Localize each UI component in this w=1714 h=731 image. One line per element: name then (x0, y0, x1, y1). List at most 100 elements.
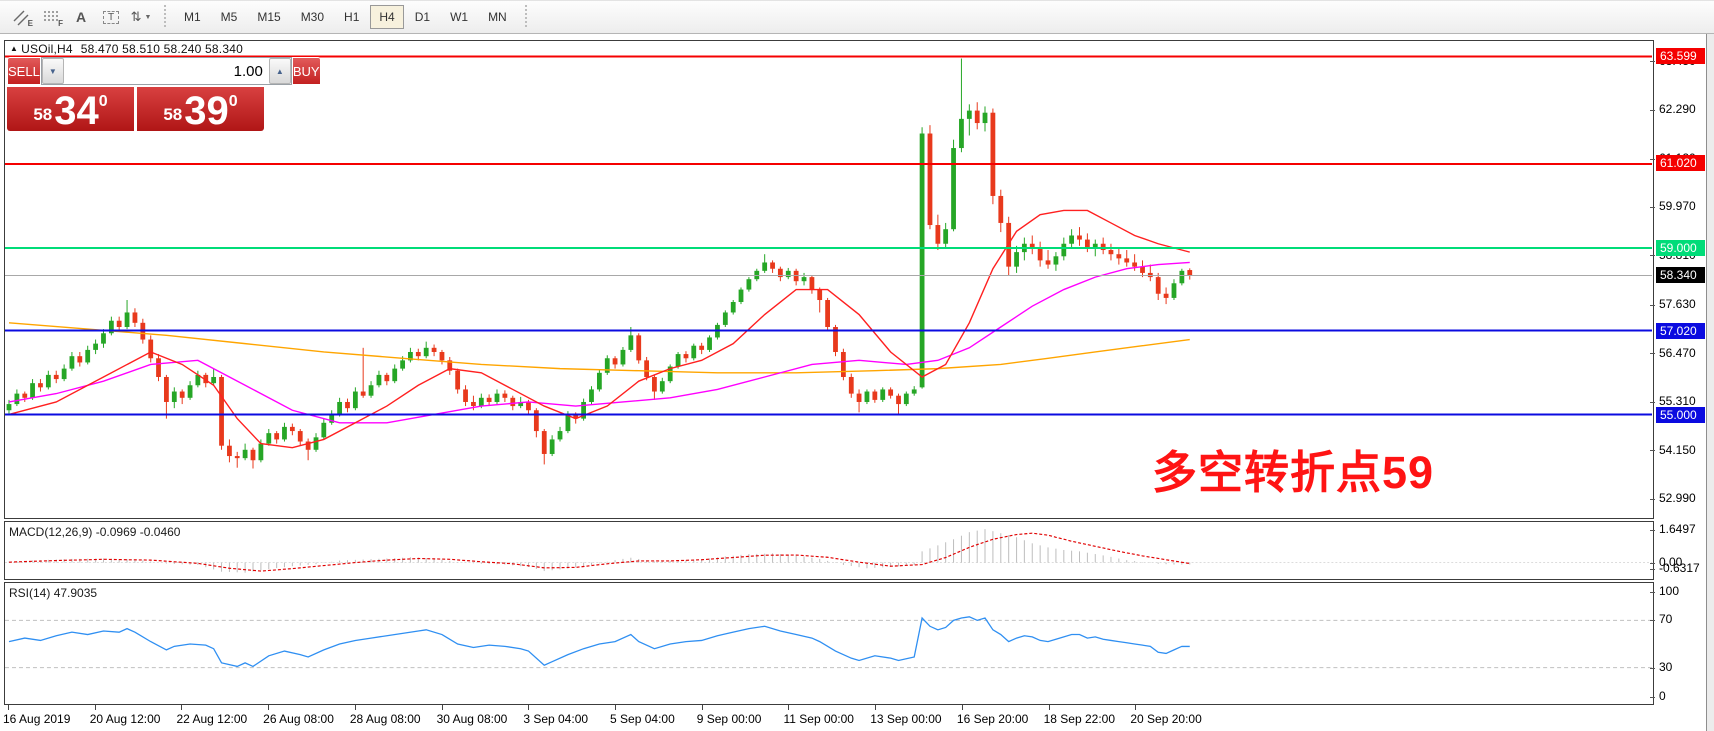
price-tick-label: 57.630 (1659, 297, 1696, 312)
time-tick-mark (961, 705, 963, 710)
time-tick-mark (8, 705, 9, 710)
time-tick-label: 16 Aug 2019 (3, 712, 71, 726)
buy-button[interactable]: BUY (291, 57, 321, 85)
price-tick-mark (1650, 206, 1655, 208)
price-level-label: 57.020 (1656, 322, 1705, 339)
time-tick-mark (354, 705, 356, 710)
rsi-tick-mark (1650, 696, 1655, 698)
macd-tick-mark (1650, 568, 1655, 570)
sell-button[interactable]: SELL (7, 57, 41, 85)
timeframe-button-mn[interactable]: MN (488, 10, 507, 24)
price-tick-label: 55.310 (1659, 394, 1696, 408)
time-tick-mark (875, 705, 877, 710)
price-level-label: 59.000 (1656, 239, 1705, 256)
symbol-name: USOil,H4 (21, 42, 73, 56)
timeframe-button-m15[interactable]: M15 (257, 10, 281, 24)
price-level-label: 55.000 (1656, 407, 1705, 423)
price-tick-mark (1650, 450, 1655, 451)
rsi-tick-mark (1650, 619, 1655, 621)
time-tick-mark (1048, 705, 1050, 710)
time-tick-label: 26 Aug 08:00 (263, 712, 334, 726)
text-icon[interactable]: A (75, 9, 87, 25)
rsi-tick-mark (1650, 667, 1655, 669)
time-tick-label: 9 Sep 00:00 (696, 712, 762, 726)
buy-price-whole: 58 (163, 105, 183, 124)
sell-price-whole: 58 (33, 105, 53, 124)
time-tick-mark (441, 705, 443, 710)
sell-price-point: 0 (98, 93, 108, 110)
time-tick-label: 22 Aug 12:00 (176, 712, 248, 726)
time-tick-mark (615, 705, 617, 710)
price-tick-label: 56.470 (1659, 345, 1696, 360)
time-tick-label: 30 Aug 08:00 (436, 712, 508, 726)
rsi-axis-label: 70 (1659, 612, 1673, 626)
buy-price-button[interactable]: 58 39 0 (137, 87, 264, 131)
macd-chart[interactable] (5, 522, 1652, 578)
rsi-tick-mark (1650, 591, 1655, 593)
text-label-icon[interactable]: T (96, 4, 126, 30)
fibonacci-retracement-icon[interactable]: F (44, 11, 63, 28)
rsi-panel[interactable] (4, 582, 1654, 705)
price-level-label: 61.020 (1656, 155, 1705, 172)
rsi-axis-label: 100 (1659, 584, 1680, 598)
price-tick-mark (1650, 158, 1655, 160)
time-axis[interactable]: 16 Aug 2019 20 Aug 12:00 22 Aug 12:00 26 Au… (0, 705, 1714, 731)
time-tick-label: 11 Sep 00:00 (783, 712, 854, 726)
price-tick-mark (1650, 401, 1655, 403)
equidistant-channel-icon[interactable]: E (6, 4, 36, 30)
candlestick-chart[interactable] (5, 41, 1652, 517)
one-click-trading-panel: SELL ▼ ▲ BUY 58 34 0 58 39 0 (7, 57, 321, 131)
macd-axis-label: -0.6317 (1659, 561, 1700, 575)
chevron-down-icon: ▼ (144, 13, 152, 21)
time-tick-mark (181, 705, 183, 710)
rsi-value: 47.9035 (53, 586, 98, 600)
rsi-label: RSI(14) 47.9035 (9, 586, 98, 600)
macd-main-value: -0.0969 (95, 525, 137, 539)
timeframe-button-m30[interactable]: M30 (300, 10, 325, 24)
time-tick-label: 20 Aug 12:00 (89, 712, 161, 726)
price-tick-label: 52.990 (1659, 491, 1696, 505)
timeframe-button-m5[interactable]: M5 (220, 10, 238, 24)
time-tick-mark (1135, 705, 1137, 710)
current-price-label: 58.340 (1656, 267, 1705, 284)
rsi-chart[interactable] (5, 583, 1652, 703)
price-level-label: 63.599 (1656, 47, 1705, 64)
time-tick-label: 20 Sep 20:00 (1130, 712, 1202, 726)
time-tick-mark (701, 705, 703, 710)
macd-signal-value: -0.0460 (139, 525, 181, 539)
time-tick-mark (788, 705, 790, 710)
timeframe-button-d1[interactable]: D1 (414, 10, 431, 24)
time-tick-label: 3 Sep 04:00 (523, 712, 589, 726)
arrows-icon[interactable]: ⇅ ▼ (130, 9, 152, 24)
window-edge (1706, 34, 1707, 731)
price-tick-mark (1650, 304, 1655, 306)
volume-stepper: ▼ ▲ (40, 57, 292, 85)
rsi-axis-label: 0 (1659, 689, 1666, 703)
toolbar-separator (163, 5, 167, 29)
macd-panel[interactable] (4, 521, 1654, 580)
timeframe-button-m1[interactable]: M1 (184, 10, 201, 24)
macd-tick-mark (1650, 562, 1655, 564)
buy-price-pips: 39 (184, 89, 229, 134)
chart-title: ▲ USOil,H4 58.470 58.510 58.240 58.340 (10, 42, 243, 56)
ohlc-values: 58.470 58.510 58.240 58.340 (80, 42, 243, 56)
time-tick-mark (268, 705, 270, 710)
timeframe-button-h1[interactable]: H1 (344, 10, 360, 24)
volume-increase-button[interactable]: ▲ (268, 58, 291, 84)
timeframe-button-h4[interactable]: H4 (370, 5, 404, 29)
price-tick-mark (1650, 255, 1655, 257)
timeframe-button-w1[interactable]: W1 (450, 10, 469, 24)
time-tick-label: 16 Sep 20:00 (956, 712, 1029, 726)
sell-price-pips: 34 (54, 89, 99, 134)
volume-decrease-button[interactable]: ▼ (41, 58, 64, 84)
volume-input[interactable] (63, 58, 269, 84)
timeframe-buttons: M1 M5 M15 M30 H1 H4 D1 W1 MN (174, 5, 517, 29)
price-chart-panel[interactable] (4, 40, 1654, 519)
price-tick-mark (1650, 353, 1655, 355)
price-axis[interactable] (1655, 36, 1705, 731)
price-tick-label: 62.290 (1659, 102, 1696, 117)
sell-price-button[interactable]: 58 34 0 (7, 87, 134, 131)
time-tick-label: 18 Sep 22:00 (1043, 712, 1116, 726)
macd-axis-label: 0.00 (1659, 555, 1683, 569)
symbol-marker-icon: ▲ (10, 44, 19, 53)
